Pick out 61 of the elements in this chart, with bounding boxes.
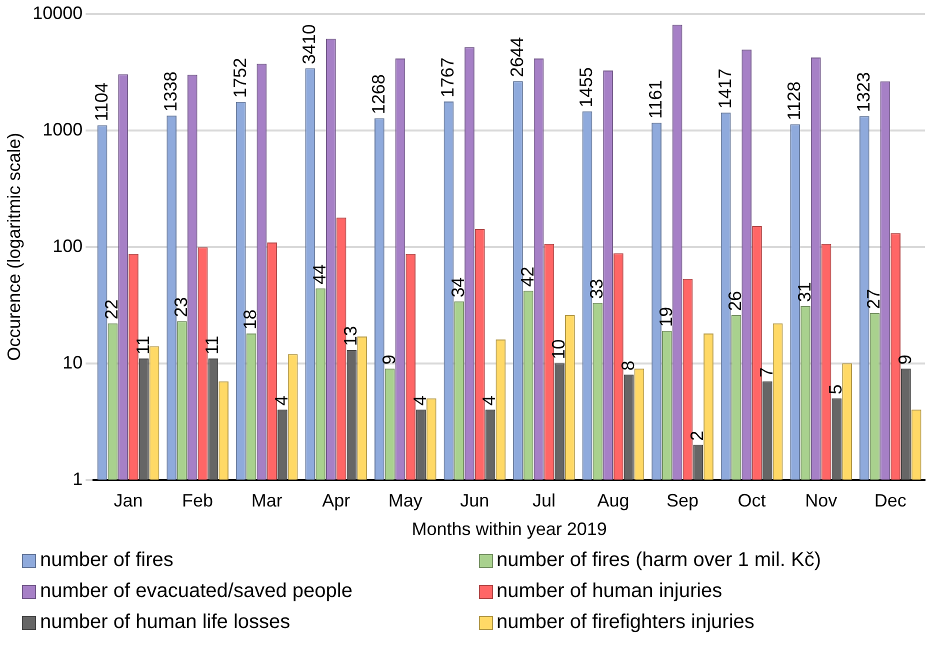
x-tick-label: Aug — [597, 490, 630, 511]
data-label: 10 — [548, 339, 569, 360]
data-label: 9 — [894, 354, 915, 365]
data-label: 31 — [794, 282, 814, 302]
y-tick-label: 1000 — [42, 119, 83, 140]
data-label: 1104 — [91, 82, 112, 122]
x-tick-label: Jan — [114, 490, 143, 511]
data-label: 22 — [102, 299, 122, 320]
data-label: 23 — [170, 297, 191, 318]
x-tick-label: Jul — [532, 490, 556, 511]
data-label: 19 — [656, 306, 676, 327]
data-label: 8 — [618, 360, 638, 371]
data-label: 2 — [687, 430, 708, 441]
x-tick-label: Oct — [738, 490, 766, 511]
data-label: 1752 — [230, 58, 250, 98]
data-label: 11 — [132, 336, 153, 354]
x-tick-label: Feb — [182, 490, 214, 511]
data-label: 4 — [271, 396, 292, 406]
data-label: 26 — [725, 290, 746, 311]
legend-label: number of firefighters injuries — [496, 611, 754, 634]
data-label: 1128 — [784, 81, 804, 120]
legend-label: number of evacuated/saved people — [40, 580, 352, 603]
x-tick-label: Dec — [874, 490, 906, 511]
data-label: 5 — [826, 384, 846, 394]
y-tick-label: 100 — [52, 236, 83, 256]
data-label: 1417 — [714, 68, 735, 109]
data-label: 1268 — [368, 74, 388, 114]
x-tick-label: Mar — [251, 490, 282, 511]
x-tick-label: Apr — [322, 490, 350, 511]
data-label: 34 — [448, 277, 468, 298]
y-tick-label: 1 — [72, 468, 83, 489]
y-tick-label: 10000 — [32, 2, 83, 23]
legend-label: number of fires (harm over 1 mil. Kč) — [496, 549, 822, 572]
data-label: 42 — [517, 266, 538, 287]
data-label: 33 — [586, 278, 607, 299]
data-label: 7 — [756, 367, 776, 378]
x-axis-title: Months within year 2019 — [412, 519, 607, 540]
data-label: 1455 — [576, 67, 596, 108]
data-label: 44 — [310, 264, 330, 284]
data-label: 1767 — [438, 57, 458, 98]
legend-label: number of fires — [40, 549, 174, 572]
data-label: 11 — [202, 336, 222, 354]
data-label: 1338 — [160, 72, 181, 112]
x-tick-label: May — [388, 490, 422, 511]
data-label: 1161 — [646, 80, 666, 119]
data-label: 4 — [479, 396, 500, 406]
y-axis-title: Occurence (logaritmic scale) — [4, 132, 24, 361]
legend-label: number of human injuries — [496, 580, 722, 603]
data-label: 4 — [410, 396, 430, 406]
data-label: 2644 — [506, 37, 527, 78]
data-label: 1323 — [853, 72, 874, 112]
data-label: 3410 — [299, 24, 320, 64]
data-label: 18 — [240, 310, 260, 330]
data-label: 9 — [378, 354, 399, 365]
data-label: 13 — [340, 326, 361, 346]
x-tick-label: Nov — [805, 490, 838, 511]
x-tick-label: Jun — [460, 490, 490, 511]
x-tick-label: Sep — [666, 490, 699, 511]
data-label: 27 — [864, 289, 884, 310]
legend-label: number of human life losses — [40, 611, 290, 634]
y-tick-label: 10 — [62, 352, 83, 372]
